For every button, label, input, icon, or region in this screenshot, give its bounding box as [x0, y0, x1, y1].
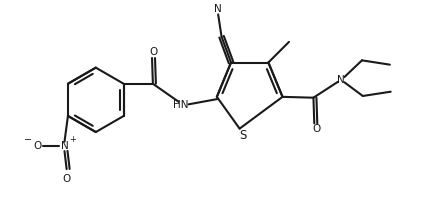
Text: −: − — [24, 135, 32, 144]
Text: N: N — [214, 4, 222, 14]
Text: N: N — [337, 75, 345, 85]
Text: S: S — [239, 129, 247, 142]
Text: O: O — [312, 124, 320, 134]
Text: +: + — [69, 135, 76, 144]
Text: O: O — [33, 141, 41, 151]
Text: HN: HN — [173, 100, 188, 110]
Text: O: O — [149, 47, 157, 57]
Text: O: O — [63, 174, 71, 184]
Text: N: N — [60, 141, 68, 151]
